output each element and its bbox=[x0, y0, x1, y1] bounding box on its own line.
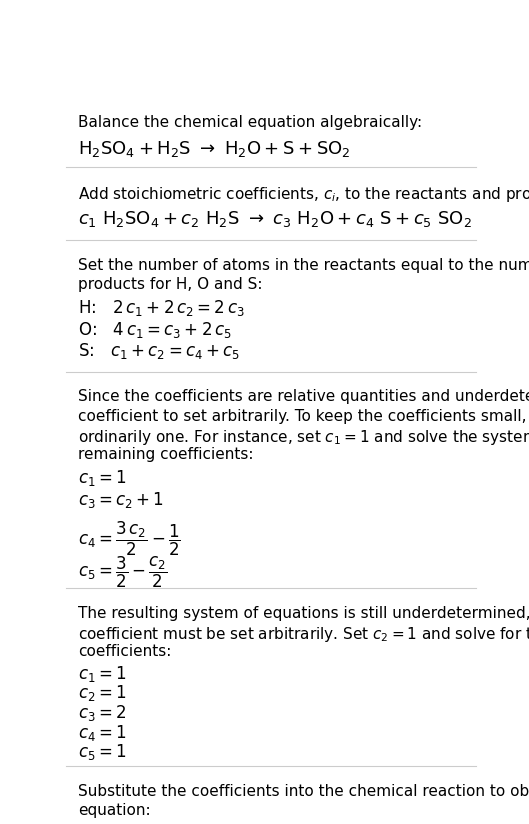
Text: coefficient to set arbitrarily. To keep the coefficients small, the arbitrary va: coefficient to set arbitrarily. To keep … bbox=[78, 409, 529, 424]
Text: $c_4 = 1$: $c_4 = 1$ bbox=[78, 723, 127, 742]
FancyBboxPatch shape bbox=[75, 811, 317, 824]
Text: $c_2 = 1$: $c_2 = 1$ bbox=[78, 683, 127, 703]
Text: $c_1\ \mathrm{H_2SO_4} + c_2\ \mathrm{H_2S}\ \rightarrow\ c_3\ \mathrm{H_2O} + c: $c_1\ \mathrm{H_2SO_4} + c_2\ \mathrm{H_… bbox=[78, 209, 472, 229]
Text: remaining coefficients:: remaining coefficients: bbox=[78, 447, 254, 461]
Text: $c_3 = c_2 + 1$: $c_3 = c_2 + 1$ bbox=[78, 489, 165, 510]
Text: H:$\quad 2\,c_1 + 2\,c_2 = 2\,c_3$: H:$\quad 2\,c_1 + 2\,c_2 = 2\,c_3$ bbox=[78, 298, 245, 318]
Text: The resulting system of equations is still underdetermined, so an additional: The resulting system of equations is sti… bbox=[78, 606, 529, 620]
Text: coefficients:: coefficients: bbox=[78, 644, 172, 659]
Text: Substitute the coefficients into the chemical reaction to obtain the balanced: Substitute the coefficients into the che… bbox=[78, 784, 529, 799]
Text: $c_3 = 2$: $c_3 = 2$ bbox=[78, 703, 127, 723]
Text: O:$\quad 4\,c_1 = c_3 + 2\,c_5$: O:$\quad 4\,c_1 = c_3 + 2\,c_5$ bbox=[78, 320, 232, 339]
Text: $c_5 = 1$: $c_5 = 1$ bbox=[78, 742, 127, 762]
Text: $c_5 = \dfrac{3}{2} - \dfrac{c_2}{2}$: $c_5 = \dfrac{3}{2} - \dfrac{c_2}{2}$ bbox=[78, 555, 168, 590]
Text: products for H, O and S:: products for H, O and S: bbox=[78, 277, 263, 292]
Text: $c_4 = \dfrac{3\,c_2}{2} - \dfrac{1}{2}$: $c_4 = \dfrac{3\,c_2}{2} - \dfrac{1}{2}$ bbox=[78, 520, 181, 559]
Text: equation:: equation: bbox=[78, 803, 151, 818]
Text: Add stoichiometric coefficients, $c_i$, to the reactants and products:: Add stoichiometric coefficients, $c_i$, … bbox=[78, 185, 529, 204]
Text: S:$\quad c_1 + c_2 = c_4 + c_5$: S:$\quad c_1 + c_2 = c_4 + c_5$ bbox=[78, 341, 241, 361]
Text: $c_1 = 1$: $c_1 = 1$ bbox=[78, 468, 127, 488]
Text: $\mathrm{H_2SO_4 + H_2S}\ \rightarrow\ \mathrm{H_2O + S + SO_2}$: $\mathrm{H_2SO_4 + H_2S}\ \rightarrow\ \… bbox=[78, 139, 351, 159]
Text: $c_1 = 1$: $c_1 = 1$ bbox=[78, 663, 127, 684]
Text: Since the coefficients are relative quantities and underdetermined, choose a: Since the coefficients are relative quan… bbox=[78, 390, 529, 405]
Text: ordinarily one. For instance, set $c_1 = 1$ and solve the system of equations fo: ordinarily one. For instance, set $c_1 =… bbox=[78, 428, 529, 447]
Text: Set the number of atoms in the reactants equal to the number of atoms in the: Set the number of atoms in the reactants… bbox=[78, 258, 529, 273]
Text: coefficient must be set arbitrarily. Set $c_2 = 1$ and solve for the remaining: coefficient must be set arbitrarily. Set… bbox=[78, 625, 529, 644]
Text: Balance the chemical equation algebraically:: Balance the chemical equation algebraica… bbox=[78, 115, 423, 129]
